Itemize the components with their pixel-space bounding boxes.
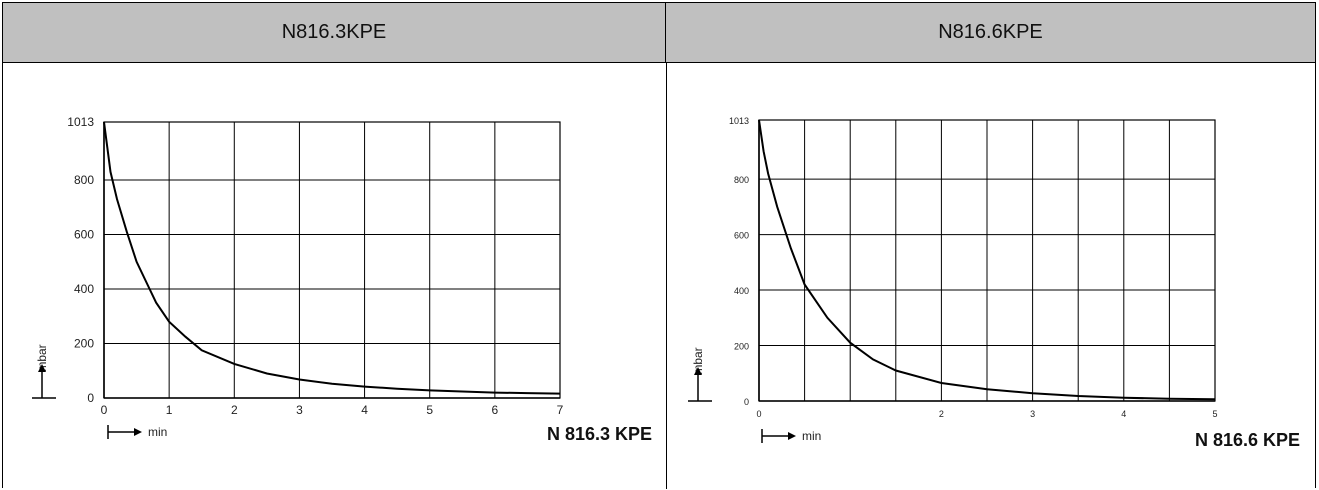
x-tick-label: 3	[296, 403, 303, 417]
x-tick-label: 3	[1030, 409, 1035, 419]
y-tick-label: 600	[74, 228, 94, 242]
pressure-curve	[758, 119, 1216, 401]
x-tick-label: 6	[492, 403, 499, 417]
y-tick-label: 1013	[67, 115, 94, 129]
y-tick-label: 600	[734, 231, 749, 241]
y-tick-label: 1013	[729, 116, 749, 126]
x-tick-label: 4	[1121, 409, 1126, 419]
header-n816-6kpe: N816.6KPE	[938, 21, 1043, 43]
y-tick-label: 400	[74, 282, 94, 296]
y-axis-label: mbar	[35, 344, 49, 371]
y-tick-label: 200	[74, 337, 94, 351]
x-tick-label: 7	[557, 403, 564, 417]
x-tick-label: 5	[1212, 409, 1217, 419]
x-tick-label: 1	[166, 403, 173, 417]
x-tick-label: 2	[231, 403, 238, 417]
table-header-row: N816.3KPE N816.6KPE	[3, 3, 1315, 63]
x-tick-label: 4	[361, 403, 368, 417]
pressure-curve	[103, 121, 561, 395]
y-axis-arrowhead-icon	[694, 367, 702, 375]
x-tick-label: 0	[756, 409, 761, 419]
y-tick-label: 0	[744, 397, 749, 407]
x-tick-label: 5	[426, 403, 433, 417]
x-axis-arrowhead-icon	[134, 428, 142, 436]
x-axis-label: min	[148, 425, 167, 439]
x-tick-label: 2	[939, 409, 944, 419]
y-tick-label: 400	[734, 286, 749, 296]
y-tick-label: 800	[734, 175, 749, 185]
y-tick-label: 800	[74, 173, 94, 187]
y-tick-label: 200	[734, 342, 749, 352]
x-tick-label: 0	[101, 403, 108, 417]
x-axis-label: min	[802, 429, 821, 443]
column-divider	[666, 63, 667, 489]
header-n816-3kpe: N816.3KPE	[3, 3, 666, 62]
x-axis-arrowhead-icon	[788, 432, 796, 440]
model-label: N 816.3 KPE	[547, 424, 652, 444]
y-axis-arrowhead-icon	[38, 364, 46, 372]
y-tick-label: 0	[87, 391, 94, 405]
model-label: N 816.6 KPE	[1195, 430, 1300, 450]
y-axis-label: mbar	[691, 347, 705, 374]
